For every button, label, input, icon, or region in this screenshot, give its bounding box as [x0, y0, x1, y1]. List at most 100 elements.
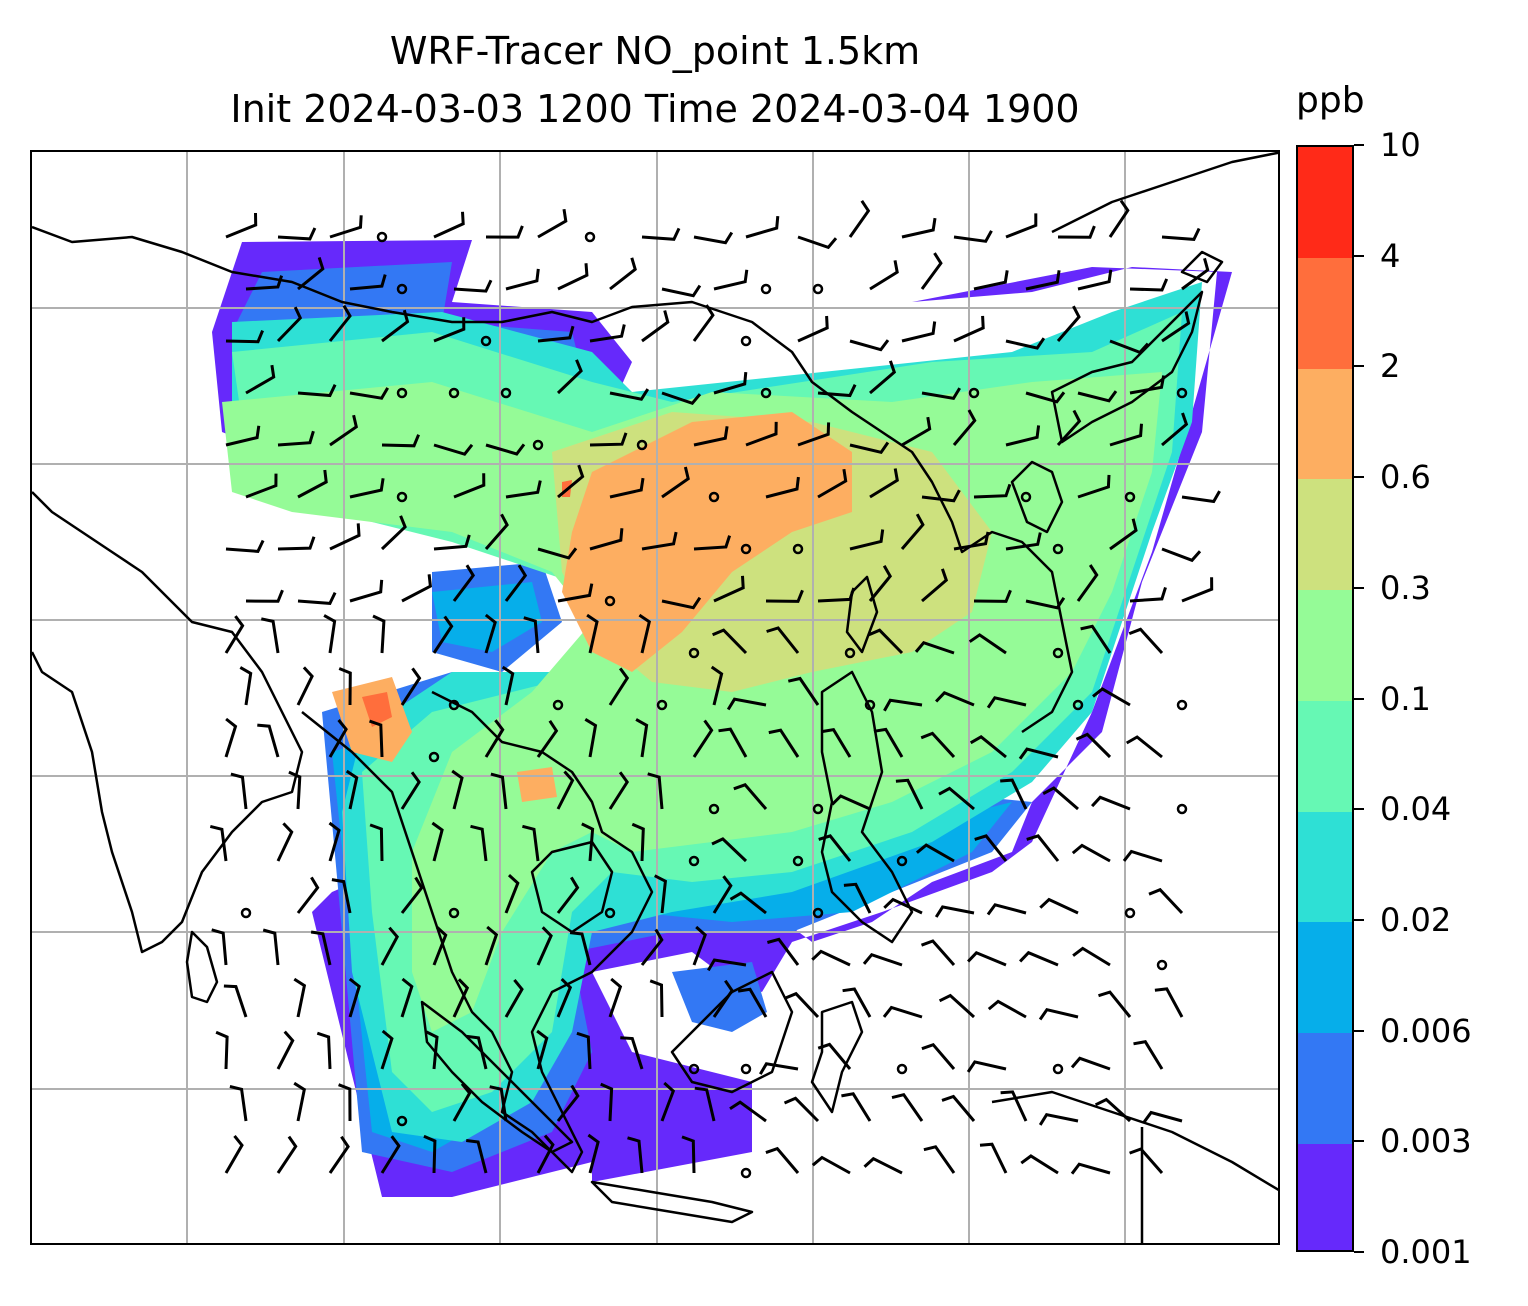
wind-barb [557, 464, 585, 499]
wind-barb [349, 387, 389, 400]
wind-barb [537, 325, 575, 343]
wind-barb [557, 583, 594, 603]
wind-barb [1075, 732, 1112, 759]
wind-barb [729, 891, 767, 915]
wind-barb [297, 469, 328, 499]
wind-barb [694, 1086, 716, 1122]
colorbar-tick-label: 4 [1380, 236, 1401, 275]
wind-barb-calm [760, 283, 772, 295]
wind-barb [1057, 225, 1096, 239]
wind-barb [536, 1134, 555, 1174]
wind-barb [661, 466, 690, 499]
wind-barb [787, 676, 820, 706]
wind-barb [484, 613, 497, 654]
wind-barb [224, 615, 245, 654]
wind-barb [1129, 1147, 1164, 1174]
coastline-sri-lanka [185, 930, 219, 1004]
wind-barb [433, 443, 474, 456]
wind-barb [966, 1060, 1007, 1073]
wind-barb [1161, 311, 1191, 343]
wind-barb [692, 925, 707, 966]
wind-barb [712, 875, 733, 914]
map-title-line-1: WRF-Tracer NO_point 1.5km [389, 29, 921, 73]
wind-barb [914, 640, 955, 655]
wind-barb [229, 1085, 248, 1122]
wind-barb [901, 416, 932, 447]
wind-barb [693, 535, 732, 551]
wind-barb [768, 728, 800, 758]
wind-barb [536, 1029, 549, 1070]
colorbar-band [1298, 147, 1352, 258]
colorbar-tick-label: 0.001 [1380, 1233, 1472, 1271]
wind-barb [863, 1156, 903, 1175]
wind-barb [883, 897, 923, 915]
wind-barb [868, 628, 904, 655]
wind-barb [1154, 987, 1184, 1018]
colorbar-band [1298, 589, 1352, 701]
wind-barb [1070, 1056, 1111, 1071]
wind-barb [584, 718, 598, 758]
wind-barb [211, 928, 228, 966]
wind-barb [641, 531, 678, 551]
wind-barb [239, 666, 253, 706]
wind-barb [973, 483, 1012, 499]
wind-barb [1161, 412, 1189, 447]
wind-barb [1148, 887, 1184, 915]
wind-barb [660, 1081, 676, 1122]
wind-barb [986, 903, 1027, 916]
wind-barb [620, 1036, 644, 1070]
wind-barb [587, 1133, 600, 1174]
wind-barb [1181, 257, 1210, 291]
wind-barb [380, 926, 400, 966]
wind-barb [1090, 795, 1131, 811]
wind-barb [466, 1034, 488, 1070]
wind-barb [883, 698, 923, 712]
wind-barb [1000, 1090, 1028, 1122]
wind-barb [484, 719, 505, 758]
wind-barb [915, 843, 955, 863]
wind-barb [784, 991, 820, 1019]
wind-barb-calm [1156, 959, 1168, 971]
wind-barb [589, 528, 624, 551]
wind-barb [556, 359, 583, 395]
wind-barb [557, 263, 589, 291]
map-title-line-2: Init 2024-03-03 1200 Time 2024-03-04 190… [230, 87, 1080, 131]
wind-barb [609, 388, 650, 401]
colorbar-tick-mark [1354, 254, 1364, 257]
coastline-sulawesi [810, 1000, 864, 1114]
wind-barb [1005, 213, 1038, 239]
wind-barb [1025, 596, 1066, 610]
colorbar-tick-label: 0.3 [1380, 568, 1431, 607]
wind-barb [556, 770, 575, 810]
wind-barb [759, 1062, 799, 1075]
wind-barb [400, 977, 414, 1018]
wind-barb [920, 252, 943, 290]
wind-barb-calm [376, 231, 388, 243]
wind-barb [1005, 337, 1046, 350]
wind-barb [921, 568, 949, 603]
wind-barb-calm [448, 907, 460, 919]
wind-barb-calm [1072, 699, 1084, 711]
wind-barb [891, 1092, 924, 1122]
wind-barb-calm [792, 855, 804, 867]
wind-barb [245, 589, 284, 603]
map-canvas [32, 152, 1278, 1243]
wind-barb [608, 667, 630, 706]
wind-barb [1181, 577, 1214, 603]
wind-barb [489, 1085, 508, 1122]
wind-barb-calm [448, 387, 460, 399]
colorbar-tick-mark [1354, 918, 1364, 921]
wind-barb [329, 523, 361, 551]
wind-barb [225, 539, 265, 553]
wind-barb [576, 1031, 592, 1070]
wind-barb [967, 951, 1007, 967]
colorbar-band [1298, 257, 1352, 369]
wind-barb [654, 874, 668, 914]
wind-barb [1071, 843, 1111, 863]
wind-barb [868, 564, 893, 602]
wind-barb [713, 371, 748, 395]
conc-band-2 [362, 480, 572, 727]
wind-barb [277, 227, 317, 241]
wind-barb-calm [760, 387, 772, 399]
wind-barb-calm [1052, 1063, 1064, 1075]
